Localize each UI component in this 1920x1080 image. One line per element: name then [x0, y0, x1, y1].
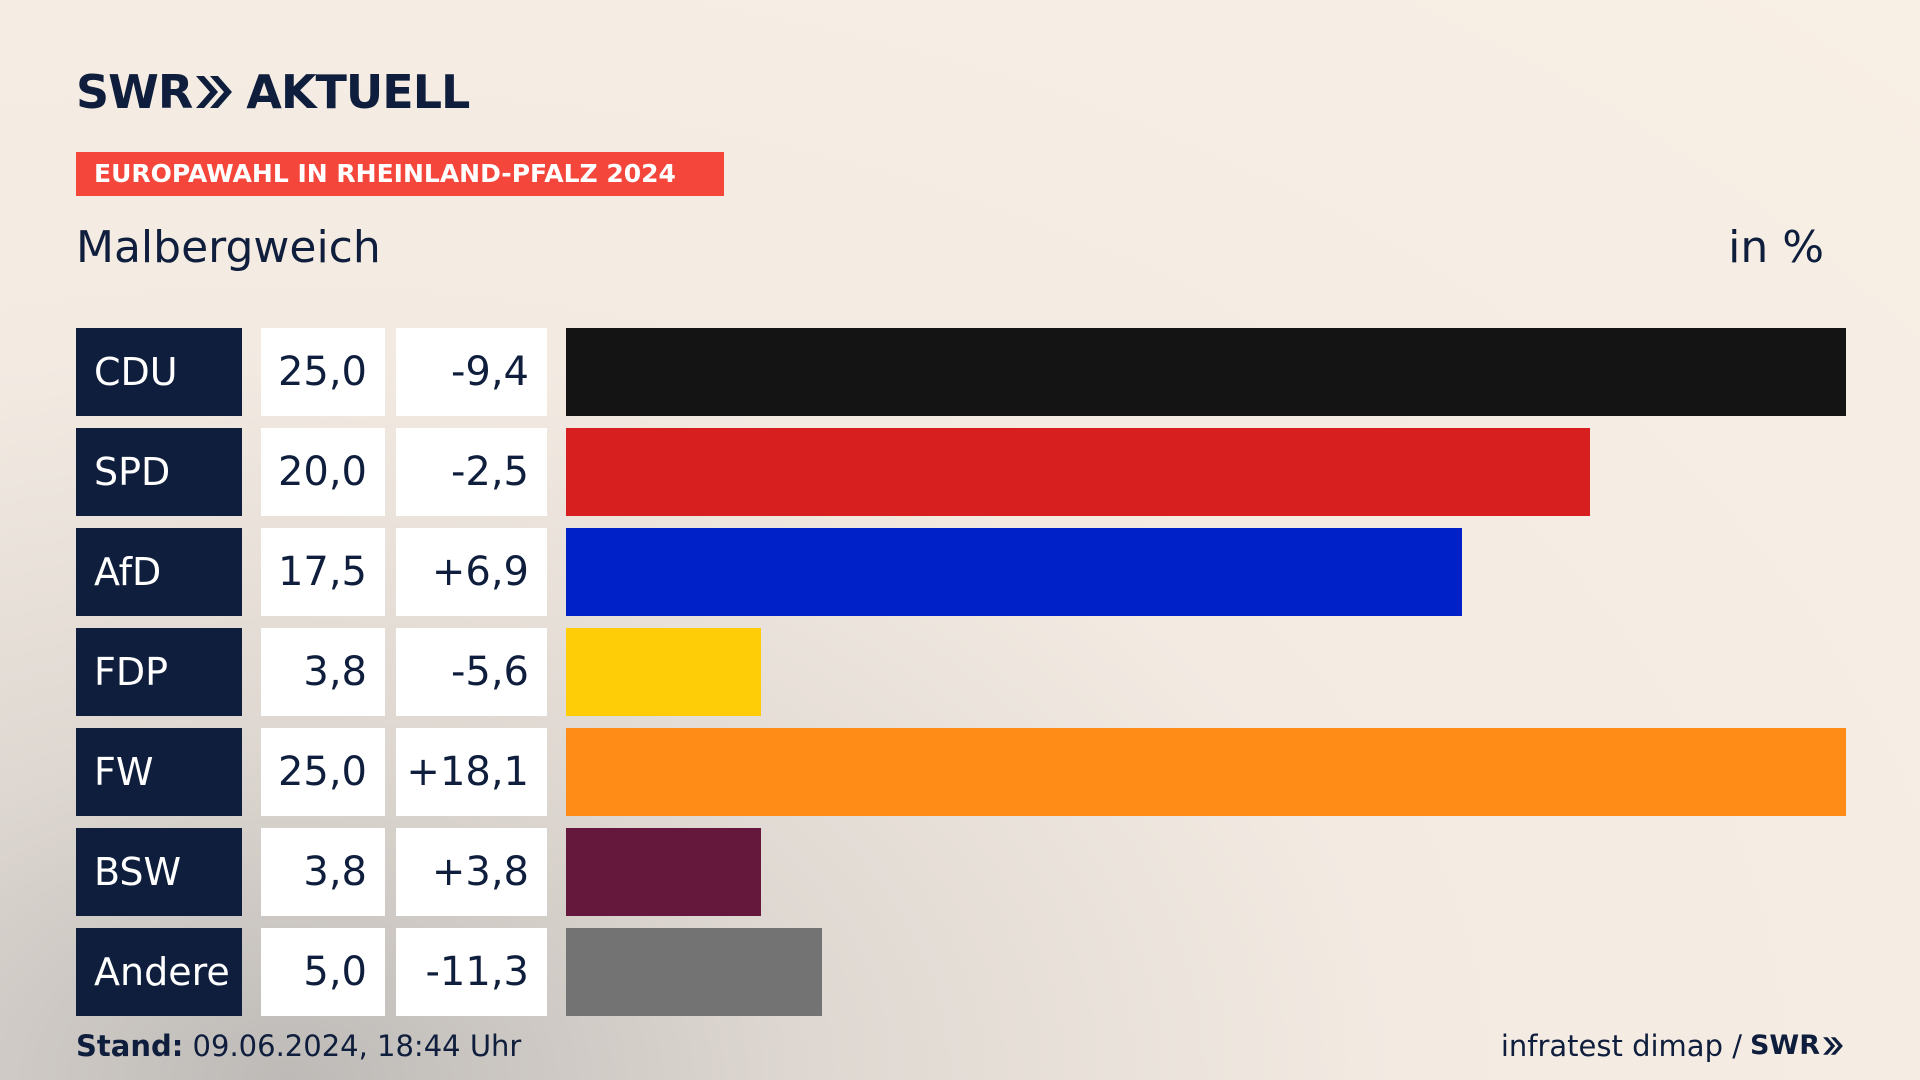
stand-label: Stand: [76, 1029, 184, 1063]
vote-share-value: 5,0 [261, 928, 385, 1016]
vote-share-value: 3,8 [261, 828, 385, 916]
result-bar [566, 928, 822, 1016]
vote-share-value: 25,0 [261, 728, 385, 816]
source-credit: infratest dimap / SWR [1501, 1028, 1844, 1064]
change-value: -2,5 [396, 428, 547, 516]
stand-value: 09.06.2024, 18:44 Uhr [192, 1029, 522, 1063]
result-row: AfD 17,5 +6,9 [0, 528, 1920, 616]
party-label: BSW [76, 828, 242, 916]
swr-aktuell-logo: SWR AKTUELL [76, 64, 470, 120]
result-row: FDP 3,8 -5,6 [0, 628, 1920, 716]
result-row: FW 25,0 +18,1 [0, 728, 1920, 816]
timestamp: Stand: 09.06.2024, 18:44 Uhr [76, 1028, 521, 1064]
party-label: AfD [76, 528, 242, 616]
result-bar [566, 828, 761, 916]
party-label: FDP [76, 628, 242, 716]
vote-share-value: 20,0 [261, 428, 385, 516]
result-bar [566, 328, 1846, 416]
party-label: SPD [76, 428, 242, 516]
change-value: -9,4 [396, 328, 547, 416]
party-label: Andere [76, 928, 242, 1016]
result-row: CDU 25,0 -9,4 [0, 328, 1920, 416]
vote-share-value: 3,8 [261, 628, 385, 716]
result-row: SPD 20,0 -2,5 [0, 428, 1920, 516]
double-chevron-icon [196, 76, 233, 108]
vote-share-value: 25,0 [261, 328, 385, 416]
party-label: FW [76, 728, 242, 816]
change-value: -11,3 [396, 928, 547, 1016]
vote-share-value: 17,5 [261, 528, 385, 616]
result-bar [566, 528, 1462, 616]
mini-double-chevron-icon [1823, 1037, 1843, 1055]
change-value: +6,9 [396, 528, 547, 616]
logo-swr-text: SWR [76, 65, 193, 119]
change-value: -5,6 [396, 628, 547, 716]
change-value: +3,8 [396, 828, 547, 916]
party-label: CDU [76, 328, 242, 416]
result-bar [566, 628, 761, 716]
result-bar [566, 728, 1846, 816]
logo-aktuell-text: AKTUELL [246, 65, 470, 119]
result-bar [566, 428, 1590, 516]
source-swr-logo: SWR [1749, 1030, 1820, 1061]
result-row: Andere 5,0 -11,3 [0, 928, 1920, 1016]
unit-label: in % [1728, 222, 1824, 273]
election-banner: EUROPAWAHL IN RHEINLAND-PFALZ 2024 [76, 152, 724, 196]
change-value: +18,1 [396, 728, 547, 816]
result-row: BSW 3,8 +3,8 [0, 828, 1920, 916]
region-title: Malbergweich [76, 222, 381, 273]
source-text: infratest dimap / [1500, 1029, 1742, 1063]
